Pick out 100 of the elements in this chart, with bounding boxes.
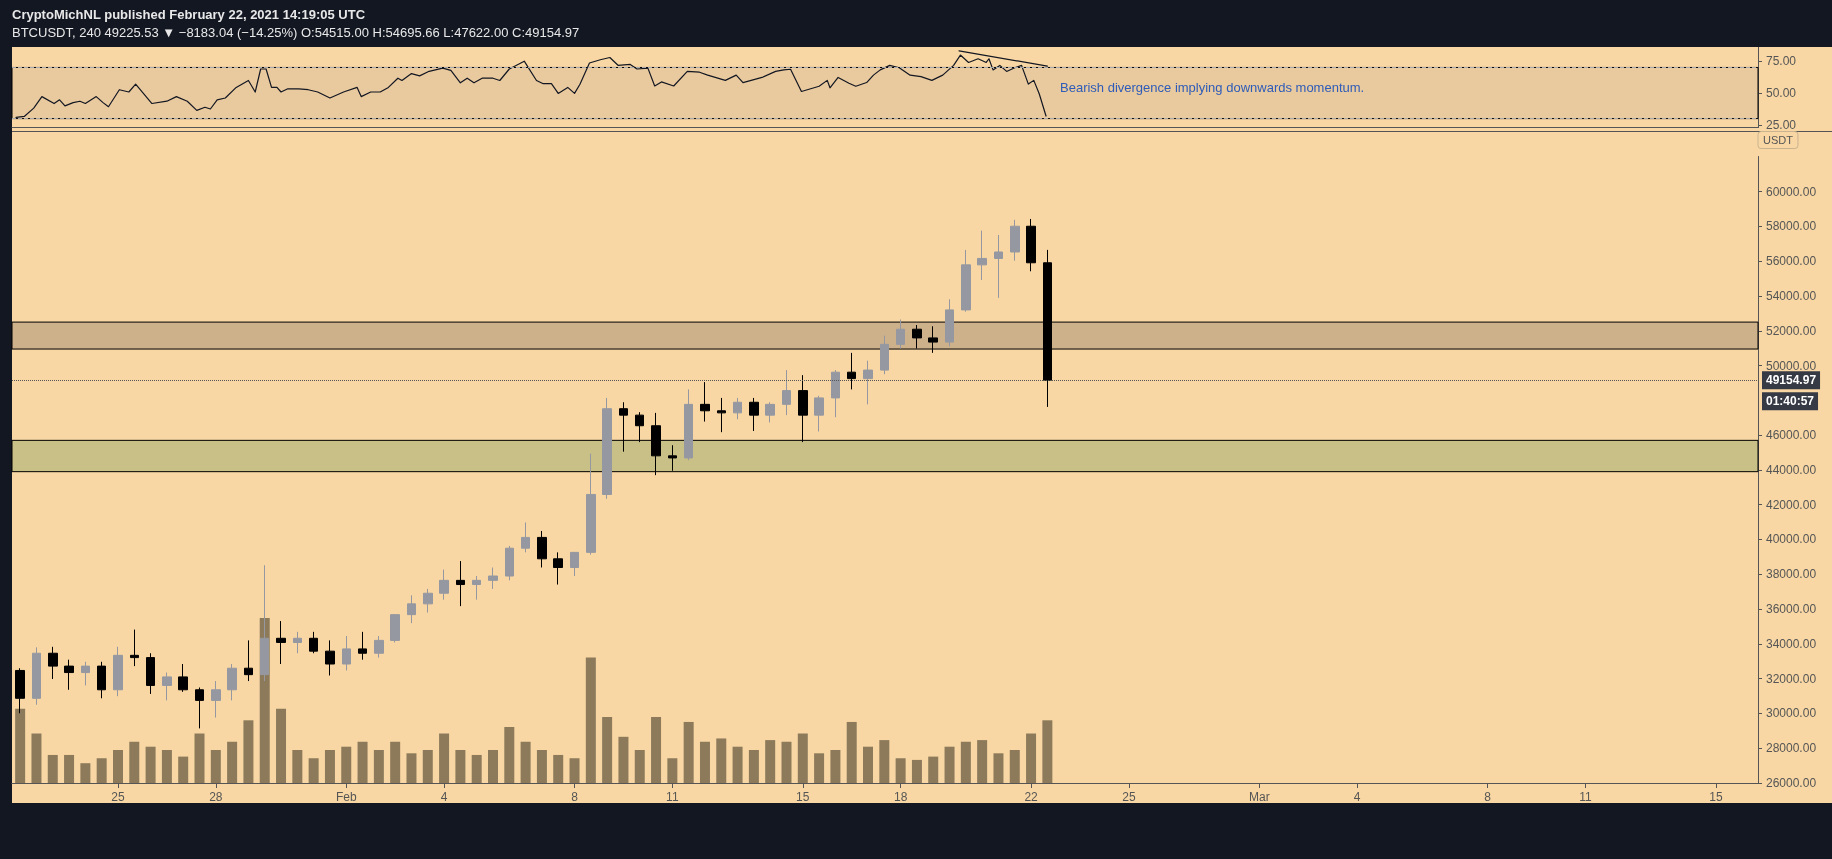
bar <box>504 726 515 783</box>
candlestick <box>847 352 856 390</box>
candlestick <box>244 639 253 682</box>
candlestick <box>863 360 873 405</box>
candlestick <box>97 661 106 699</box>
bar <box>536 750 547 783</box>
bar <box>846 721 857 783</box>
candlestick <box>407 594 416 624</box>
bar <box>928 756 939 783</box>
x-tick-label: Feb <box>335 790 357 804</box>
candlestick <box>553 551 563 586</box>
bar <box>683 721 694 783</box>
bar <box>406 753 417 783</box>
candlestick <box>782 369 791 416</box>
candlestick <box>276 620 286 665</box>
x-tick-label: Mar <box>1249 790 1270 804</box>
candlestick <box>521 521 530 553</box>
bar <box>31 733 42 783</box>
candlestick <box>178 663 188 693</box>
candlestick <box>814 395 824 432</box>
bar <box>47 754 58 783</box>
bar <box>1026 733 1037 783</box>
bar <box>781 741 792 783</box>
bar <box>243 720 254 783</box>
y-tick-label: 60000.00 <box>1766 184 1817 199</box>
candlestick <box>896 318 905 350</box>
candlestick <box>32 646 41 706</box>
bar <box>471 754 482 783</box>
bar <box>830 750 841 783</box>
bar <box>960 741 971 783</box>
bar <box>765 740 776 783</box>
bar <box>194 733 205 783</box>
bar <box>585 657 596 783</box>
y-tick-label: 42000.00 <box>1766 497 1817 512</box>
candlestick <box>309 631 318 654</box>
bar <box>145 746 156 783</box>
y-tick-label: 34000.00 <box>1766 636 1817 651</box>
bar <box>178 756 189 783</box>
y-tick-label: 46000.00 <box>1766 428 1817 443</box>
bar <box>911 759 922 783</box>
x-tick-label: 8 <box>1484 790 1492 804</box>
candlestick <box>81 661 90 686</box>
bar <box>520 741 531 783</box>
bar <box>667 758 678 783</box>
bar <box>227 741 238 783</box>
y-tick-label: 36000.00 <box>1766 602 1817 617</box>
candlestick <box>717 397 726 433</box>
annotation: Bearish divergence implying downwards momentum. <box>1060 80 1365 95</box>
bar <box>276 708 287 783</box>
candlestick <box>977 230 987 281</box>
ref-line-label: 49154.97 <box>1766 373 1817 388</box>
bar <box>129 741 140 783</box>
x-tick-label: 25 <box>1122 790 1136 804</box>
y-tick-label: 44000.00 <box>1766 462 1817 477</box>
y-tick-label: 32000.00 <box>1766 671 1817 686</box>
candlestick <box>211 680 221 719</box>
bar <box>977 740 988 783</box>
y-tick-label: 52000.00 <box>1766 323 1817 338</box>
y-tick-label: 30000.00 <box>1766 706 1817 721</box>
y-tick-label: 38000.00 <box>1766 567 1817 582</box>
candlestick <box>994 234 1003 299</box>
bar <box>895 758 906 783</box>
x-tick-label: 15 <box>1709 790 1723 804</box>
x-tick-label: 4 <box>440 790 448 804</box>
bar <box>1042 720 1053 783</box>
y-tick-label: 54000.00 <box>1766 288 1817 303</box>
bar <box>112 750 123 783</box>
y-tick-label: 25.00 <box>1766 118 1797 132</box>
chart-subtitle: BTCUSDT, 240 49225.53 ▼ −8183.04 (−14.25%) O:54515.00 H:54695.66 L:47622.00 C:49154.97 <box>12 24 580 42</box>
candlestick <box>700 381 710 423</box>
candlestick <box>1010 219 1020 262</box>
candlestick <box>227 663 237 701</box>
candlestick <box>456 560 465 607</box>
bar <box>651 717 662 783</box>
candlestick <box>488 567 498 590</box>
bar <box>439 733 450 783</box>
bar <box>390 741 401 783</box>
candlestick <box>390 614 400 643</box>
candlestick <box>195 687 204 729</box>
x-tick-label: 11 <box>1579 790 1592 804</box>
bar <box>879 740 890 783</box>
bar <box>814 753 825 783</box>
y-tick-label: 75.00 <box>1766 54 1797 69</box>
candlestick <box>358 631 367 661</box>
bar <box>64 754 75 783</box>
candlestick <box>1026 218 1036 272</box>
x-tick-label: 15 <box>796 790 810 804</box>
y-tick-label: 40000.00 <box>1766 532 1817 547</box>
bar <box>341 746 352 783</box>
candlestick <box>684 388 693 461</box>
bar <box>569 758 580 783</box>
bar <box>373 750 384 783</box>
bar <box>944 746 955 783</box>
candlestick <box>293 631 302 654</box>
y-tick-label: 26000.00 <box>1766 776 1817 790</box>
text: 01:40:57 <box>1766 394 1815 409</box>
y-tick-label: 50.00 <box>1766 86 1797 101</box>
x-tick-label: 4 <box>1353 790 1361 804</box>
candlestick <box>162 672 172 701</box>
y-tick-label: 56000.00 <box>1766 254 1817 269</box>
